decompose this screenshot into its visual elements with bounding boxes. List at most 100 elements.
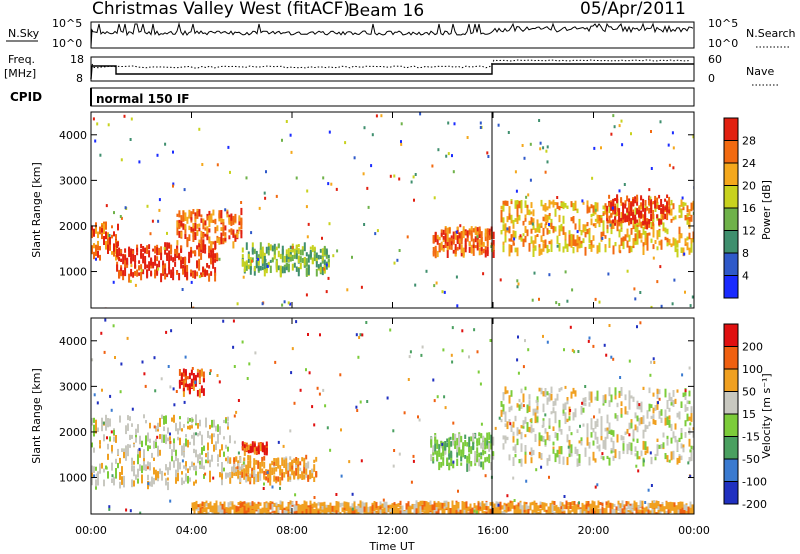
data-cell	[206, 213, 209, 218]
data-cell	[176, 245, 179, 250]
data-cell	[603, 508, 606, 514]
data-cell	[530, 217, 533, 224]
data-cell	[251, 470, 254, 475]
data-cell	[192, 223, 195, 229]
data-cell	[584, 402, 587, 407]
data-cell	[528, 400, 531, 407]
data-cell	[636, 208, 639, 213]
scatter-cell	[172, 150, 174, 154]
data-cell	[195, 471, 197, 476]
data-cell	[212, 209, 215, 216]
scatter-cell	[102, 421, 105, 425]
data-cell	[301, 503, 304, 512]
scatter-cell	[546, 145, 549, 149]
data-cell	[508, 238, 511, 242]
data-cell	[199, 431, 201, 436]
scatter-cell	[535, 468, 538, 472]
scatter-cell	[515, 189, 518, 193]
data-cell	[524, 235, 527, 243]
data-cell	[571, 501, 574, 506]
data-cell	[660, 243, 663, 250]
nave-line	[91, 59, 691, 69]
data-cell	[192, 514, 194, 521]
data-cell	[452, 231, 455, 240]
data-cell	[634, 223, 637, 233]
scatter-cell	[120, 362, 123, 366]
scatter-cell	[433, 399, 436, 403]
scatter-cell	[611, 206, 614, 210]
data-cell	[206, 263, 209, 268]
scatter-cell	[540, 465, 543, 469]
data-cell	[572, 234, 575, 241]
data-cell	[581, 505, 584, 514]
data-cell	[130, 248, 133, 256]
scatter-cell	[154, 389, 157, 393]
data-cell	[487, 506, 490, 512]
scatter-cell	[516, 358, 519, 362]
data-cell	[606, 229, 609, 234]
data-cell	[235, 513, 238, 514]
scatter-cell	[644, 501, 647, 504]
scatter-cell	[468, 355, 470, 359]
data-cell	[297, 464, 300, 469]
data-cell	[650, 201, 653, 210]
data-cell	[427, 502, 430, 509]
scatter-cell	[299, 388, 302, 392]
colorbar-swatch	[724, 163, 738, 186]
data-cell	[307, 266, 310, 275]
data-cell	[198, 265, 201, 271]
data-cell	[489, 502, 492, 506]
data-cell	[387, 507, 390, 513]
data-cell	[434, 450, 437, 455]
data-cell	[562, 226, 565, 230]
data-cell	[261, 456, 264, 463]
data-cell	[178, 273, 181, 281]
data-cell	[180, 373, 183, 382]
data-cell	[634, 446, 637, 452]
scatter-cell	[529, 451, 532, 455]
freq-unit-label: [MHz]	[4, 67, 36, 80]
data-cell	[672, 450, 675, 460]
data-cell	[646, 206, 649, 211]
scatter-cell	[441, 442, 444, 446]
data-cell	[210, 271, 213, 276]
data-cell	[299, 256, 302, 260]
data-cell	[583, 506, 586, 512]
data-cell	[686, 219, 689, 225]
data-cell	[462, 248, 465, 258]
data-cell	[141, 474, 143, 484]
data-cell	[175, 449, 177, 456]
data-cell	[666, 208, 669, 213]
data-cell	[215, 500, 218, 506]
data-cell	[480, 455, 483, 460]
data-cell	[121, 466, 123, 475]
data-cell	[644, 230, 647, 240]
data-cell	[307, 254, 310, 263]
data-cell	[253, 248, 256, 254]
data-cell	[499, 509, 502, 513]
data-cell	[191, 434, 193, 439]
data-cell	[204, 514, 206, 518]
data-cell	[518, 404, 521, 411]
data-cell	[247, 455, 250, 461]
data-cell	[448, 437, 451, 446]
data-cell	[222, 222, 225, 226]
scatter-cell	[681, 373, 684, 377]
data-cell	[243, 457, 246, 466]
scatter-cell	[516, 279, 519, 283]
data-cell	[105, 231, 107, 240]
data-cell	[192, 271, 195, 279]
data-cell	[200, 233, 203, 243]
data-cell	[239, 456, 242, 463]
data-cell	[209, 474, 211, 483]
power-ylabel: Slant Range [km]	[30, 162, 43, 258]
data-cell	[442, 457, 445, 466]
data-cell	[377, 505, 380, 513]
data-cell	[204, 220, 207, 225]
scatter-cell	[326, 426, 329, 430]
data-cell	[241, 501, 244, 507]
y-tick-label: 4000	[59, 129, 87, 142]
scatter-cell	[283, 300, 286, 304]
scatter-cell	[421, 345, 424, 349]
